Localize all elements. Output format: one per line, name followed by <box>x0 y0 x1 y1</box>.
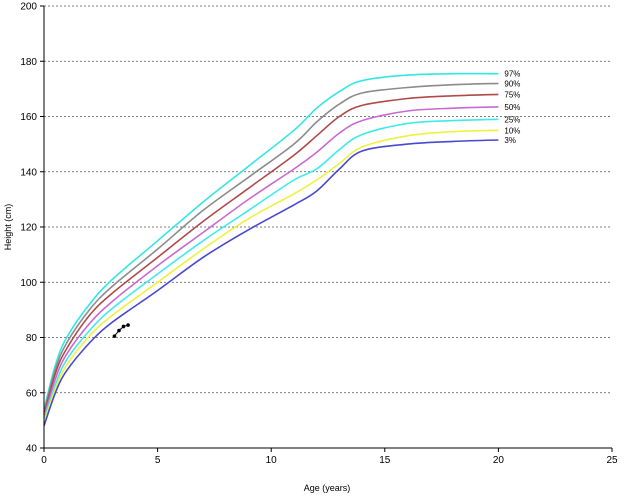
percentile-90-curve <box>43 82 499 413</box>
gridlines <box>44 5 612 394</box>
x-tick-label: 5 <box>155 455 161 466</box>
percentile-25-curve <box>43 118 499 421</box>
measurement-point <box>112 334 117 338</box>
tick-labels: 40 60 80 100 120 140 160 180 200 0 5 10 15 20 25 <box>20 2 618 467</box>
percentile-10-label: 10% <box>504 126 520 135</box>
x-tick-label: 20 <box>493 455 505 466</box>
y-tick-label: 40 <box>26 444 38 455</box>
percentile-75-label: 75% <box>504 90 520 99</box>
y-tick-label: 140 <box>20 167 37 178</box>
percentile-75-curve <box>43 93 499 416</box>
percentile-50-label: 50% <box>504 103 520 112</box>
percentile-3-label: 3% <box>504 136 516 145</box>
percentile-97-curve <box>43 72 499 410</box>
percentile-90-label: 90% <box>504 79 520 88</box>
percentile-97-label: 97% <box>504 70 520 79</box>
x-tick-label: 0 <box>41 455 47 466</box>
x-tick-label: 25 <box>606 455 618 466</box>
percentile-10-curve <box>43 129 499 424</box>
series-labels: 97%90% 75% 50% 25% 10%3% <box>504 70 520 145</box>
x-tick-label: 10 <box>266 455 278 466</box>
measurement-point <box>117 328 121 333</box>
y-tick-label: 120 <box>20 223 37 234</box>
measurement-point <box>126 323 130 327</box>
x-axis-title: Age (years) <box>304 483 351 493</box>
y-tick-label: 160 <box>20 112 37 123</box>
y-tick-label: 180 <box>20 57 37 68</box>
percentile-curves <box>43 72 499 427</box>
percentile-3-curve <box>43 139 499 427</box>
y-tick-label: 100 <box>20 278 37 289</box>
measurement-point <box>121 324 126 329</box>
measurement-line <box>114 324 129 337</box>
y-tick-label: 200 <box>20 2 37 13</box>
y-axis-title: Height (cm) <box>3 204 13 251</box>
measurement-points <box>112 323 130 338</box>
percentile-25-label: 25% <box>504 115 520 124</box>
y-tick-label: 60 <box>26 388 38 399</box>
percentile-50-curve <box>43 106 499 418</box>
y-tick-label: 80 <box>26 333 38 344</box>
x-tick-label: 15 <box>379 455 391 466</box>
